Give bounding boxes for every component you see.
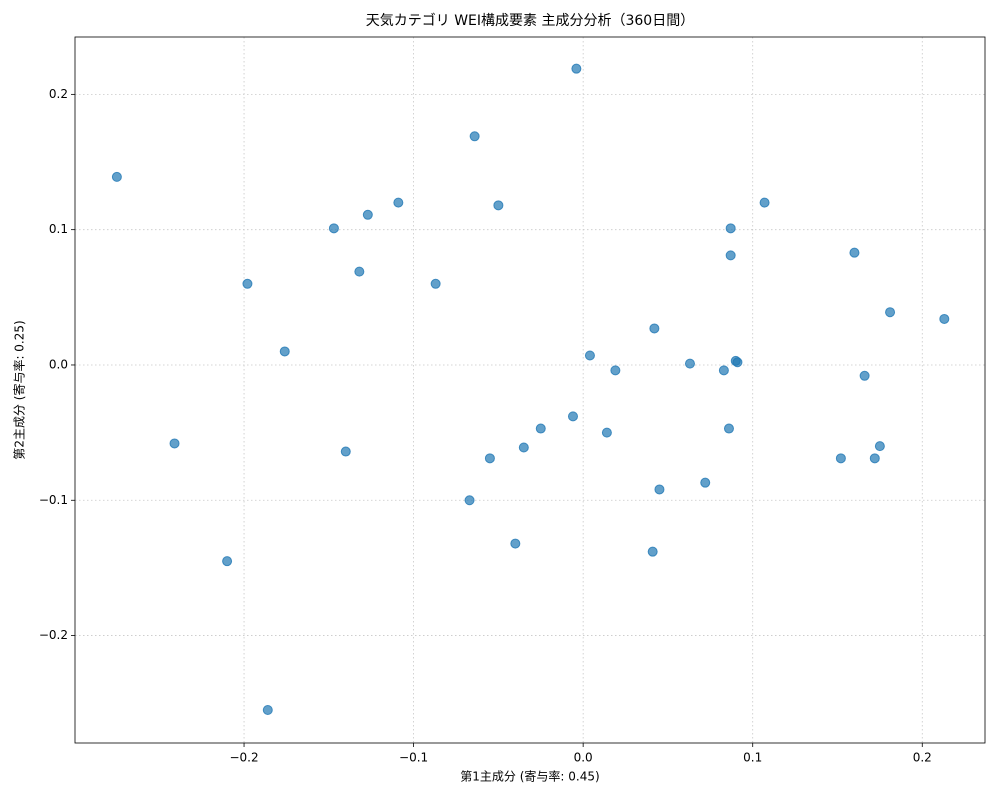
point bbox=[647, 546, 658, 557]
point bbox=[242, 278, 253, 289]
point bbox=[700, 477, 711, 488]
point bbox=[493, 200, 504, 211]
x-tick-label: 0.0 bbox=[574, 751, 593, 765]
y-tick-label: −0.2 bbox=[39, 628, 68, 642]
point bbox=[869, 453, 880, 464]
point bbox=[874, 441, 885, 452]
x-tick-label: 0.2 bbox=[913, 751, 932, 765]
y-tick-label: 0.0 bbox=[49, 357, 68, 371]
point bbox=[654, 484, 665, 495]
x-axis-label: 第1主成分 (寄与率: 0.45) bbox=[460, 769, 599, 784]
point bbox=[584, 350, 595, 361]
point bbox=[835, 453, 846, 464]
point bbox=[601, 427, 612, 438]
point bbox=[849, 247, 860, 258]
point bbox=[430, 278, 441, 289]
point bbox=[354, 266, 365, 277]
point bbox=[684, 358, 695, 369]
point bbox=[567, 411, 578, 422]
x-tick-label: −0.1 bbox=[399, 751, 428, 765]
y-axis-label: 第2主成分 (寄与率: 0.25) bbox=[12, 320, 27, 459]
plot-frame bbox=[74, 36, 986, 744]
point bbox=[759, 197, 770, 208]
point bbox=[723, 423, 734, 434]
point bbox=[328, 223, 339, 234]
point bbox=[510, 538, 521, 549]
y-tick-label: −0.1 bbox=[39, 493, 68, 507]
point bbox=[464, 495, 475, 506]
point bbox=[484, 453, 495, 464]
point bbox=[732, 357, 743, 368]
point bbox=[885, 307, 896, 318]
point bbox=[718, 365, 729, 376]
point bbox=[111, 171, 122, 182]
point bbox=[340, 446, 351, 457]
chart-title: 天気カテゴリ WEI構成要素 主成分分析（360日間） bbox=[366, 12, 694, 29]
point bbox=[262, 704, 273, 715]
point bbox=[222, 556, 233, 567]
point bbox=[469, 131, 480, 142]
point bbox=[859, 370, 870, 381]
point bbox=[725, 223, 736, 234]
y-tick-label: 0.1 bbox=[49, 222, 68, 236]
point bbox=[610, 365, 621, 376]
point bbox=[649, 323, 660, 334]
point bbox=[279, 346, 290, 357]
y-tick-label: 0.2 bbox=[49, 87, 68, 101]
point bbox=[725, 250, 736, 261]
x-tick-label: 0.1 bbox=[743, 751, 762, 765]
point bbox=[169, 438, 180, 449]
point bbox=[571, 63, 582, 74]
point bbox=[939, 313, 950, 324]
point bbox=[393, 197, 404, 208]
point bbox=[362, 209, 373, 220]
x-tick-label: −0.2 bbox=[229, 751, 258, 765]
point bbox=[535, 423, 546, 434]
point bbox=[518, 442, 529, 453]
